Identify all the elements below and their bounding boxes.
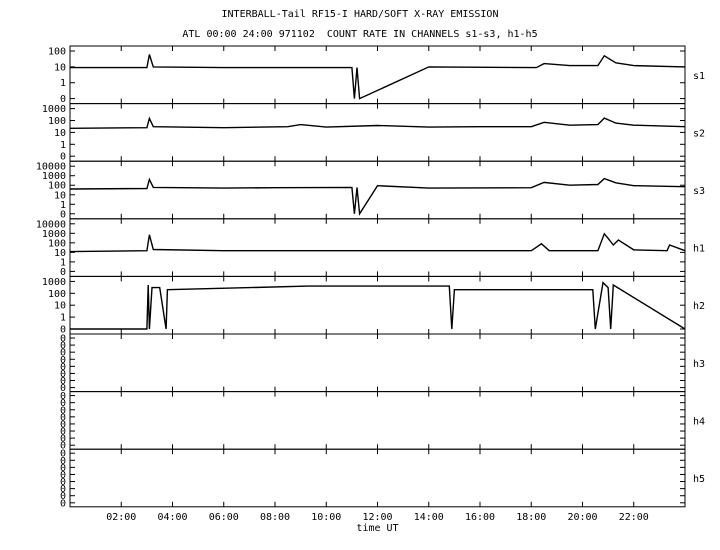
y-tick-label-h5: 0 <box>60 477 66 488</box>
y-tick-label-h2: 1000 <box>42 277 66 288</box>
x-tick-label: 10:00 <box>311 512 341 523</box>
series-line-s2 <box>69 116 686 129</box>
x-axis-label: time UT <box>356 523 398 534</box>
y-tick-label-h5: 0 <box>60 456 66 467</box>
x-tick-label: 14:00 <box>414 512 444 523</box>
y-tick-label-h2: 0 <box>60 325 66 336</box>
panel-frame-s3 <box>69 160 686 220</box>
y-tick-label-h5: 0 <box>60 484 66 495</box>
panel-frame-h1 <box>69 218 686 277</box>
y-tick-label-s3: 10000 <box>36 162 66 173</box>
y-tick-label-h5: 0 <box>60 498 66 509</box>
panel-frame-h3 <box>69 333 686 393</box>
y-tick-label-h3: 0 <box>60 334 66 345</box>
y-tick-label-h1: 100 <box>48 238 66 249</box>
y-tick-label-h4: 0 <box>60 405 66 416</box>
panel-frame-s1 <box>69 45 686 105</box>
y-tick-label-s3: 0 <box>60 209 66 220</box>
y-tick-label-s1: 100 <box>48 47 66 58</box>
y-tick-label-h3: 0 <box>60 369 66 380</box>
channel-label-s3: s3 <box>693 186 705 197</box>
y-tick-label-h3: 0 <box>60 355 66 366</box>
series-line-s1 <box>70 54 686 100</box>
channel-label-h1: h1 <box>693 244 705 255</box>
x-tick-label: 04:00 <box>157 512 187 523</box>
y-tick-label-s2: 0 <box>60 152 66 163</box>
channel-label-s1: s1 <box>693 71 705 82</box>
y-tick-label-h1: 10000 <box>36 219 66 230</box>
y-tick-label-h4: 0 <box>60 434 66 445</box>
y-tick-label-h3: 0 <box>60 362 66 373</box>
panel-frame-s2 <box>69 103 686 162</box>
x-tick-label: 18:00 <box>516 512 546 523</box>
y-tick-label-h3: 0 <box>60 341 66 352</box>
y-tick-label-h3: 0 <box>60 348 66 359</box>
x-tick-label: 20:00 <box>567 512 597 523</box>
panel-frame-h5 <box>69 448 686 508</box>
y-tick-label-h1: 0 <box>60 267 66 278</box>
y-tick-label-h4: 0 <box>60 427 66 438</box>
x-tick-label: 16:00 <box>465 512 495 523</box>
y-tick-label-h1: 1000 <box>42 229 66 240</box>
series-line-h1 <box>69 232 686 253</box>
y-tick-label-h2: 10 <box>54 301 66 312</box>
x-tick-label: 08:00 <box>260 512 290 523</box>
y-tick-label-h1: 10 <box>54 248 66 259</box>
x-tick-label: 06:00 <box>209 512 239 523</box>
y-tick-label-s1: 1 <box>60 78 66 89</box>
y-tick-label-h3: 0 <box>60 376 66 387</box>
y-tick-label-s2: 10 <box>54 128 66 139</box>
chart-title: INTERBALL-Tail RF15-I HARD/SOFT X-RAY EM… <box>221 9 499 20</box>
channel-label-h3: h3 <box>693 359 705 370</box>
y-tick-label-s3: 1 <box>60 200 66 211</box>
x-tick-label: 22:00 <box>619 512 649 523</box>
y-tick-label-s3: 1000 <box>42 171 66 182</box>
series-line-s3 <box>69 177 686 216</box>
y-tick-label-h4: 0 <box>60 391 66 402</box>
y-tick-label-h3: 0 <box>60 383 66 394</box>
y-tick-label-h5: 0 <box>60 463 66 474</box>
y-tick-label-h5: 0 <box>60 470 66 481</box>
y-tick-label-s2: 1 <box>60 140 66 151</box>
y-tick-label-h2: 100 <box>48 289 66 300</box>
panel-frame-h4 <box>69 391 686 450</box>
y-tick-label-s2: 100 <box>48 116 66 127</box>
channel-label-s2: s2 <box>693 128 705 139</box>
x-tick-label: 02:00 <box>106 512 136 523</box>
channel-label-h4: h4 <box>693 416 705 427</box>
y-tick-label-s3: 100 <box>48 181 66 192</box>
y-tick-label-s3: 10 <box>54 190 66 201</box>
channel-label-h5: h5 <box>693 474 705 485</box>
channel-label-h2: h2 <box>693 301 705 312</box>
y-tick-label-h4: 0 <box>60 419 66 430</box>
y-tick-label-h5: 0 <box>60 449 66 460</box>
y-tick-label-s1: 10 <box>54 62 66 73</box>
y-tick-label-h1: 1 <box>60 257 66 268</box>
y-tick-label-s1: 0 <box>60 94 66 105</box>
y-tick-label-h2: 1 <box>60 313 66 324</box>
x-tick-label: 12:00 <box>362 512 392 523</box>
y-tick-label-h4: 0 <box>60 441 66 452</box>
y-tick-label-h4: 0 <box>60 398 66 409</box>
y-tick-label-h5: 0 <box>60 491 66 502</box>
y-tick-label-s2: 1000 <box>42 104 66 115</box>
series-line-h2 <box>70 281 686 330</box>
chart-subtitle: ATL 00:00 24:00 971102 COUNT RATE IN CHA… <box>182 29 538 40</box>
y-tick-label-h4: 0 <box>60 412 66 423</box>
